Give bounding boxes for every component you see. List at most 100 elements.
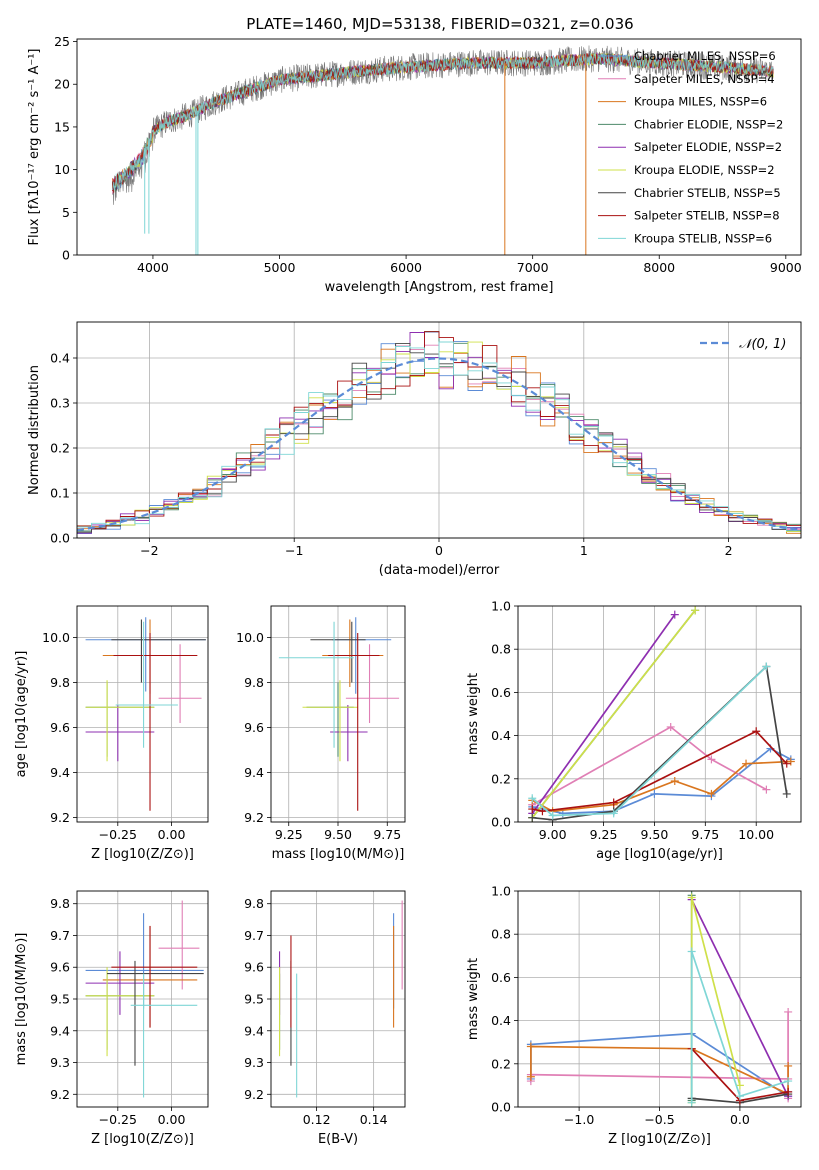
y-tick-label: 10.0	[236, 630, 264, 645]
plot-area	[85, 900, 204, 1098]
weight-marker-salpeter_elodie	[670, 610, 679, 619]
x-tick-label: −2	[140, 543, 158, 558]
plot-area	[528, 606, 795, 822]
y-tick-label: 15	[54, 119, 70, 134]
y-tick-label: 0.2	[50, 441, 70, 456]
y-tick-label: 9.3	[244, 1055, 264, 1070]
residuals-panel: −2 −1 0 1 2 0.0 0.1 0.2 0.3 0.4 (data-model)/error…	[27, 321, 802, 578]
x-tick-label: −1.0	[564, 1112, 594, 1127]
weight-vs-age-panel: 9.00 9.25 9.50 9.75 10.00 0.0 0.2 0.4 0.6 0.8 1.0 a…	[466, 599, 802, 862]
x-tick-label: 9.50	[324, 827, 352, 842]
weight-marker-salpeter_stelib	[538, 807, 547, 816]
plot-area	[526, 891, 793, 1107]
y-tick-label: 9.6	[50, 960, 70, 975]
y-tick-label: 25	[54, 34, 70, 49]
plot-area	[85, 617, 206, 811]
weight-marker-kroupa_miles	[742, 759, 751, 768]
weight-marker-salpeter_stelib	[528, 805, 537, 814]
y-axis-label: mass weight	[466, 673, 481, 755]
y-tick-label: 0.0	[50, 531, 70, 546]
plot-area	[112, 45, 774, 255]
y-tick-label: 10.0	[42, 630, 70, 645]
legend-label-kroupa_stelib: Kroupa STELIB, NSSP=6	[634, 231, 772, 245]
weight-line-kroupa_elodie	[531, 609, 696, 819]
y-tick-label: 9.4	[50, 1023, 70, 1038]
legend-label-kroupa_miles: Kroupa MILES, NSSP=6	[634, 95, 767, 109]
y-tick-label: 9.2	[244, 1087, 264, 1102]
y-tick-label: 5	[62, 205, 70, 220]
y-tick-label: 0.8	[491, 927, 511, 942]
legend-label-chabrier_elodie: Chabrier ELODIE, NSSP=2	[634, 117, 783, 131]
weight-vs-metallicity-panel: −1.0 −0.5 0.0 0.0 0.2 0.4 0.6 0.8 1.0 Z [log10(Z/…	[466, 884, 802, 1147]
y-tick-label: 0.0	[491, 815, 511, 830]
y-tick-label: 9.4	[244, 765, 264, 780]
y-tick-label: 0.0	[491, 1100, 511, 1115]
y-tick-label: 9.4	[244, 1023, 264, 1038]
x-tick-label: 9.75	[373, 827, 401, 842]
x-tick-label: 9.50	[640, 827, 668, 842]
legend-label-normal: 𝒩(0, 1)	[739, 337, 786, 352]
legend-label-kroupa_elodie: Kroupa ELODIE, NSSP=2	[634, 163, 775, 177]
weight-marker-kroupa_stelib	[687, 947, 696, 956]
y-tick-label: 9.6	[50, 720, 70, 735]
y-tick-label: 9.2	[244, 810, 264, 825]
weight-marker-chabrier_stelib	[528, 813, 537, 822]
y-tick-label: 9.3	[50, 1055, 70, 1070]
weight-marker-kroupa_elodie	[735, 1081, 744, 1090]
x-tick-label: 6000	[390, 260, 422, 275]
y-tick-label: 0.2	[491, 771, 511, 786]
x-tick-label: −1	[285, 543, 303, 558]
y-tick-label: 0.2	[491, 1056, 511, 1071]
weight-marker-kroupa_miles	[707, 789, 716, 798]
x-tick-label: −0.5	[644, 1112, 674, 1127]
y-tick-label: 0.1	[50, 486, 70, 501]
weight-marker-kroupa_stelib	[784, 1077, 793, 1086]
weight-marker-salpeter_stelib	[609, 798, 618, 807]
mass-vs-metallicity-panel: −0.25 0.00 9.2 9.3 9.4 9.5 9.6 9.7 9.8 Z [log10(Z…	[14, 890, 209, 1147]
y-tick-label: 0.4	[491, 1013, 511, 1028]
axes-frame	[270, 890, 406, 1108]
weight-line-chabrier_stelib	[532, 664, 788, 821]
x-tick-label: 9.25	[590, 827, 618, 842]
weight-marker-chabrier_stelib	[782, 789, 791, 798]
y-tick-label: 0.3	[50, 396, 70, 411]
x-tick-label: 9.75	[691, 827, 719, 842]
y-axis-label: age [log10(age/yr)]	[14, 651, 29, 778]
weight-marker-kroupa_miles	[784, 1061, 793, 1070]
x-tick-label: 0.00	[158, 1112, 186, 1127]
weight-marker-kroupa_stelib	[735, 1092, 744, 1101]
x-tick-label: 10.00	[738, 827, 774, 842]
y-tick-label: 0.8	[491, 642, 511, 657]
y-axis-label: mass [log10(M/M⊙)]	[14, 933, 29, 1066]
plot-area	[279, 900, 403, 1098]
x-axis-label: Z [log10(Z/Z⊙)]	[608, 1132, 711, 1147]
y-tick-label: 9.4	[50, 765, 70, 780]
weight-marker-kroupa_miles	[670, 776, 679, 785]
x-tick-label: 9.00	[539, 827, 567, 842]
spectrum-legend: Chabrier MILES, NSSP=6 Salpeter MILES, NS…	[598, 49, 783, 245]
residual-hist-kroupa_stelib	[77, 341, 801, 532]
x-tick-label: 1	[580, 543, 588, 558]
weight-marker-salpeter_miles	[784, 1007, 793, 1016]
mass-vs-extinction-panel: 0.12 0.14 9.2 9.3 9.4 9.5 9.6 9.7 9.8 E(B-V)	[244, 890, 406, 1147]
x-tick-label: 0.0	[730, 1112, 750, 1127]
y-tick-label: 9.5	[244, 992, 264, 1007]
plot-area	[278, 617, 400, 811]
y-tick-label: 9.5	[50, 992, 70, 1007]
x-axis-label: Z [log10(Z/Z⊙)]	[91, 847, 194, 862]
weight-marker-kroupa_miles	[526, 1072, 535, 1081]
y-tick-label: 1.0	[491, 599, 511, 614]
y-tick-label: 9.8	[244, 675, 264, 690]
weight-marker-chabrier_miles	[650, 789, 659, 798]
y-tick-label: 9.8	[50, 896, 70, 911]
y-tick-label: 9.7	[244, 928, 264, 943]
x-axis-label: wavelength [Angstrom, rest frame]	[325, 280, 554, 295]
spectrum-model-kroupa_elodie	[112, 52, 774, 188]
y-tick-label: 9.2	[50, 1087, 70, 1102]
weight-line-salpeter_elodie	[690, 899, 789, 1097]
weight-marker-salpeter_stelib	[784, 1087, 793, 1096]
x-tick-label: 9.25	[275, 827, 303, 842]
x-tick-label: 7000	[517, 260, 549, 275]
y-tick-label: 9.7	[50, 928, 70, 943]
